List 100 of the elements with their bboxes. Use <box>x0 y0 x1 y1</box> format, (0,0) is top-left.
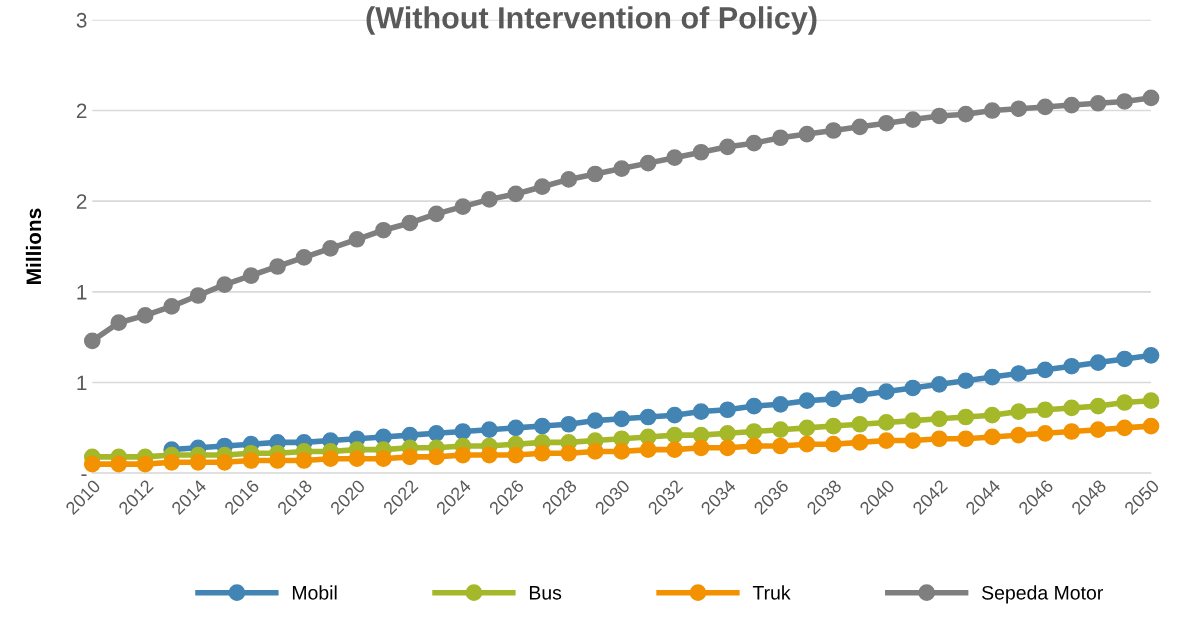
point <box>957 408 975 426</box>
y-tick-label: - <box>81 474 87 477</box>
point <box>295 452 313 469</box>
point <box>825 417 842 435</box>
point <box>772 129 789 147</box>
point <box>428 205 445 223</box>
y-tick-label: 1 <box>77 375 87 391</box>
point <box>904 111 922 128</box>
point <box>1010 426 1028 444</box>
point <box>666 426 683 444</box>
point <box>930 430 948 448</box>
point <box>533 178 551 196</box>
point <box>322 240 339 257</box>
point <box>1116 419 1133 437</box>
point <box>851 386 869 404</box>
point <box>745 437 763 455</box>
point <box>1010 100 1028 118</box>
point <box>1063 357 1080 375</box>
point <box>957 430 975 448</box>
point <box>1116 394 1133 411</box>
point <box>745 423 763 440</box>
point <box>189 287 207 304</box>
y-axis-title: Millions <box>25 208 42 284</box>
point <box>904 379 922 397</box>
point <box>1010 403 1028 420</box>
point <box>878 383 895 400</box>
point <box>904 412 922 429</box>
point <box>745 397 763 415</box>
point <box>692 439 710 457</box>
point <box>1063 423 1080 440</box>
point <box>454 446 472 464</box>
point <box>983 428 1001 446</box>
point <box>401 448 419 466</box>
point <box>878 414 895 431</box>
point <box>878 114 895 132</box>
point <box>851 118 869 136</box>
point <box>666 149 683 167</box>
point <box>83 332 101 350</box>
point <box>613 443 631 460</box>
point <box>1063 96 1080 114</box>
point <box>772 395 789 413</box>
point <box>798 392 816 410</box>
point <box>1142 89 1160 107</box>
point <box>772 421 789 439</box>
point <box>348 230 366 248</box>
point <box>1116 93 1133 110</box>
point <box>930 376 948 393</box>
point <box>507 446 525 464</box>
legend-label: Mobil <box>292 585 337 600</box>
point <box>666 406 683 424</box>
point <box>1036 98 1054 116</box>
point <box>163 453 181 471</box>
point <box>480 446 498 464</box>
point <box>1036 401 1054 419</box>
point <box>851 434 869 451</box>
point <box>851 415 869 433</box>
point <box>825 435 842 453</box>
y-tick-label: 3 <box>76 12 87 28</box>
point <box>348 450 366 468</box>
point <box>957 372 975 390</box>
point <box>983 406 1001 424</box>
point <box>560 171 578 188</box>
point <box>401 214 419 232</box>
point <box>163 298 181 315</box>
point <box>295 249 313 266</box>
point <box>692 143 710 161</box>
point <box>428 424 445 442</box>
point <box>772 437 789 455</box>
y-tick-label: 2 <box>76 194 87 209</box>
point <box>639 154 657 172</box>
point <box>983 368 1001 386</box>
point <box>904 432 922 449</box>
point <box>825 122 842 139</box>
point <box>1142 392 1160 410</box>
point <box>110 455 128 473</box>
point <box>83 455 101 473</box>
point <box>983 102 1001 119</box>
legend-label: Sepeda Motor <box>982 585 1103 604</box>
point <box>480 191 498 208</box>
point <box>1089 354 1107 371</box>
chart-title: (Without Intervention of Policy) <box>366 6 817 35</box>
point <box>639 441 657 458</box>
point <box>586 443 604 460</box>
point <box>745 134 763 152</box>
point <box>613 160 631 177</box>
point <box>719 439 736 457</box>
point <box>798 419 816 437</box>
point <box>428 448 445 466</box>
point <box>878 432 895 449</box>
point <box>507 185 525 203</box>
point <box>1010 365 1028 382</box>
point <box>110 314 128 332</box>
point <box>242 267 260 284</box>
point <box>1036 361 1054 379</box>
point <box>719 138 736 156</box>
point <box>1089 421 1107 439</box>
point <box>242 452 260 469</box>
point <box>375 450 392 468</box>
point <box>1116 350 1133 368</box>
point <box>666 441 683 458</box>
